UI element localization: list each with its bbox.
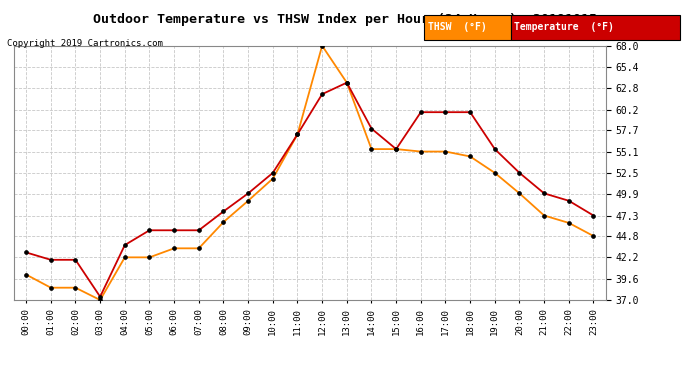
Text: Copyright 2019 Cartronics.com: Copyright 2019 Cartronics.com <box>7 39 163 48</box>
Text: Outdoor Temperature vs THSW Index per Hour (24 Hours)  20191015: Outdoor Temperature vs THSW Index per Ho… <box>93 13 597 26</box>
Text: Temperature  (°F): Temperature (°F) <box>514 22 614 32</box>
Text: THSW  (°F): THSW (°F) <box>428 22 486 32</box>
